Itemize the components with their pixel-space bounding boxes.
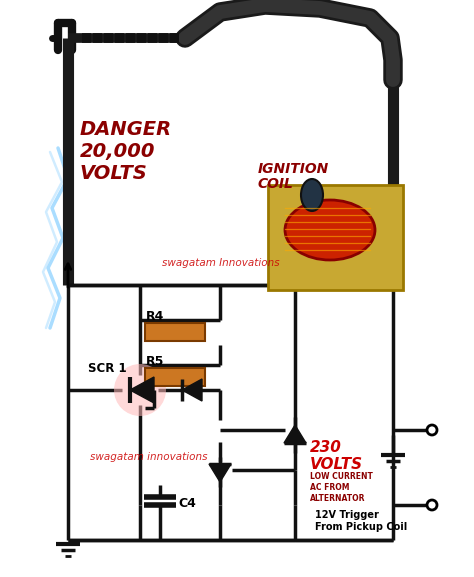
Text: swagatam Innovations: swagatam Innovations <box>162 258 280 268</box>
Text: 12V Trigger
From Pickup Coil: 12V Trigger From Pickup Coil <box>315 510 407 531</box>
Text: R5: R5 <box>146 355 164 368</box>
Circle shape <box>114 364 166 416</box>
Text: IGNITION
COIL: IGNITION COIL <box>258 162 329 191</box>
Ellipse shape <box>301 179 323 211</box>
Polygon shape <box>130 377 154 403</box>
Text: SCR 1: SCR 1 <box>88 362 127 375</box>
Polygon shape <box>284 425 306 443</box>
Text: R4: R4 <box>146 310 164 323</box>
Text: 230
VOLTS: 230 VOLTS <box>310 440 363 473</box>
Text: swagatam innovations: swagatam innovations <box>90 452 208 462</box>
Bar <box>145 368 205 386</box>
Bar <box>145 323 205 341</box>
Polygon shape <box>209 464 231 482</box>
Text: DANGER
20,000
VOLTS: DANGER 20,000 VOLTS <box>80 120 172 183</box>
Polygon shape <box>182 379 202 401</box>
Circle shape <box>427 425 437 435</box>
Ellipse shape <box>285 200 375 260</box>
Circle shape <box>427 500 437 510</box>
Text: LOW CURRENT
AC FROM
ALTERNATOR: LOW CURRENT AC FROM ALTERNATOR <box>310 472 373 503</box>
Bar <box>268 185 403 290</box>
Text: C4: C4 <box>178 497 196 510</box>
